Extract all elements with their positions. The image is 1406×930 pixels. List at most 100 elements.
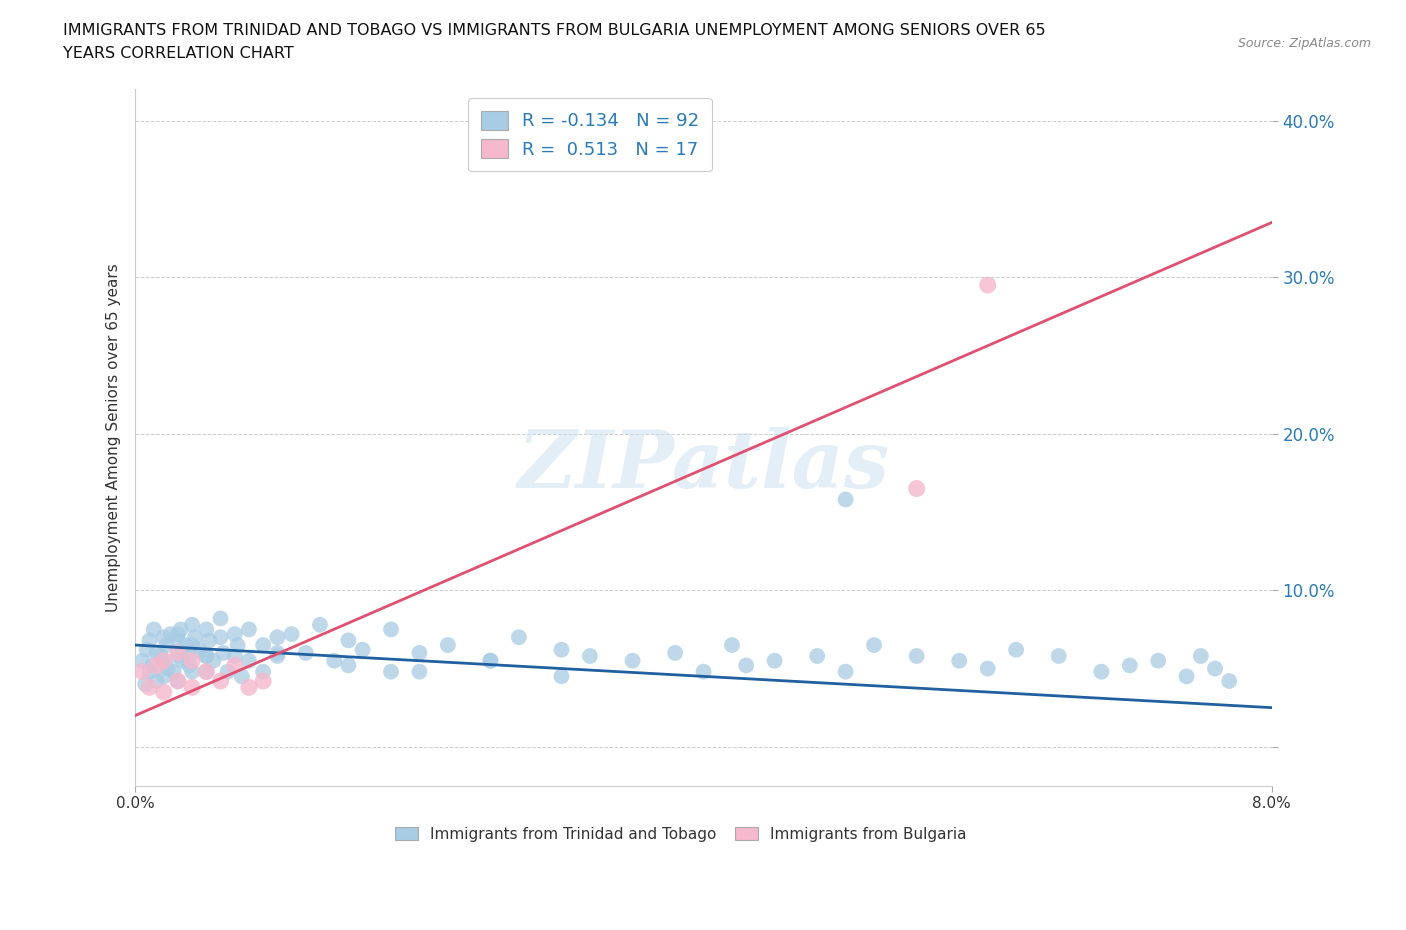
Point — [224, 648, 246, 663]
Point — [252, 673, 274, 688]
Point — [735, 658, 758, 672]
Point — [323, 653, 346, 668]
Point — [134, 677, 156, 692]
Point — [138, 680, 160, 695]
Point — [252, 664, 274, 679]
Point — [437, 638, 460, 653]
Point — [181, 638, 204, 653]
Point — [184, 630, 207, 644]
Point — [195, 648, 218, 663]
Point — [195, 648, 218, 663]
Text: Source: ZipAtlas.com: Source: ZipAtlas.com — [1237, 37, 1371, 50]
Point — [1218, 673, 1240, 688]
Point — [976, 661, 998, 676]
Point — [266, 630, 288, 644]
Point — [217, 664, 239, 679]
Point — [494, 153, 516, 167]
Point — [479, 653, 502, 668]
Point — [266, 648, 288, 663]
Point — [181, 664, 204, 679]
Point — [1090, 664, 1112, 679]
Point — [195, 664, 218, 679]
Text: ZIPatlas: ZIPatlas — [517, 427, 890, 504]
Point — [145, 658, 167, 672]
Point — [1204, 661, 1226, 676]
Point — [266, 645, 288, 660]
Point — [238, 653, 260, 668]
Text: YEARS CORRELATION CHART: YEARS CORRELATION CHART — [63, 46, 294, 61]
Point — [231, 669, 253, 684]
Point — [167, 633, 190, 648]
Point — [621, 653, 644, 668]
Point — [224, 627, 246, 642]
Y-axis label: Unemployment Among Seniors over 65 years: Unemployment Among Seniors over 65 years — [107, 263, 121, 612]
Point — [138, 633, 160, 648]
Point — [834, 664, 856, 679]
Point — [1047, 648, 1070, 663]
Point — [212, 645, 235, 660]
Point — [806, 648, 828, 663]
Point — [138, 664, 160, 679]
Point — [294, 645, 316, 660]
Point — [352, 643, 374, 658]
Point — [408, 664, 430, 679]
Point — [181, 680, 204, 695]
Point — [181, 645, 204, 660]
Point — [159, 627, 181, 642]
Point — [152, 653, 174, 668]
Point — [181, 653, 204, 668]
Point — [141, 658, 163, 672]
Point — [692, 664, 714, 679]
Point — [1005, 643, 1028, 658]
Point — [721, 638, 744, 653]
Point — [145, 645, 167, 660]
Point — [280, 627, 302, 642]
Point — [135, 643, 157, 658]
Point — [209, 611, 232, 626]
Point — [976, 278, 998, 293]
Point — [224, 658, 246, 672]
Point — [905, 648, 928, 663]
Point — [834, 492, 856, 507]
Point — [337, 658, 360, 672]
Point — [1119, 658, 1142, 672]
Legend: Immigrants from Trinidad and Tobago, Immigrants from Bulgaria: Immigrants from Trinidad and Tobago, Imm… — [389, 820, 973, 848]
Point — [550, 643, 572, 658]
Point — [1147, 653, 1170, 668]
Point — [763, 653, 786, 668]
Point — [380, 622, 402, 637]
Point — [238, 622, 260, 637]
Point — [167, 673, 190, 688]
Point — [174, 638, 197, 653]
Point — [238, 680, 260, 695]
Point — [905, 481, 928, 496]
Point — [142, 622, 165, 637]
Point — [226, 638, 249, 653]
Point — [179, 658, 201, 672]
Point — [948, 653, 970, 668]
Point — [337, 633, 360, 648]
Point — [155, 638, 177, 653]
Point — [152, 669, 174, 684]
Point — [664, 645, 686, 660]
Point — [131, 653, 153, 668]
Point — [202, 653, 225, 668]
Point — [195, 622, 218, 637]
Point — [167, 627, 190, 642]
Point — [188, 643, 211, 658]
Point — [181, 618, 204, 632]
Point — [167, 673, 190, 688]
Point — [508, 630, 530, 644]
Point — [1175, 669, 1198, 684]
Point — [479, 653, 502, 668]
Point — [145, 673, 167, 688]
Point — [195, 664, 218, 679]
Point — [170, 622, 193, 637]
Point — [550, 669, 572, 684]
Point — [156, 661, 179, 676]
Point — [252, 638, 274, 653]
Point — [579, 648, 602, 663]
Point — [131, 664, 153, 679]
Point — [309, 618, 332, 632]
Point — [149, 648, 172, 663]
